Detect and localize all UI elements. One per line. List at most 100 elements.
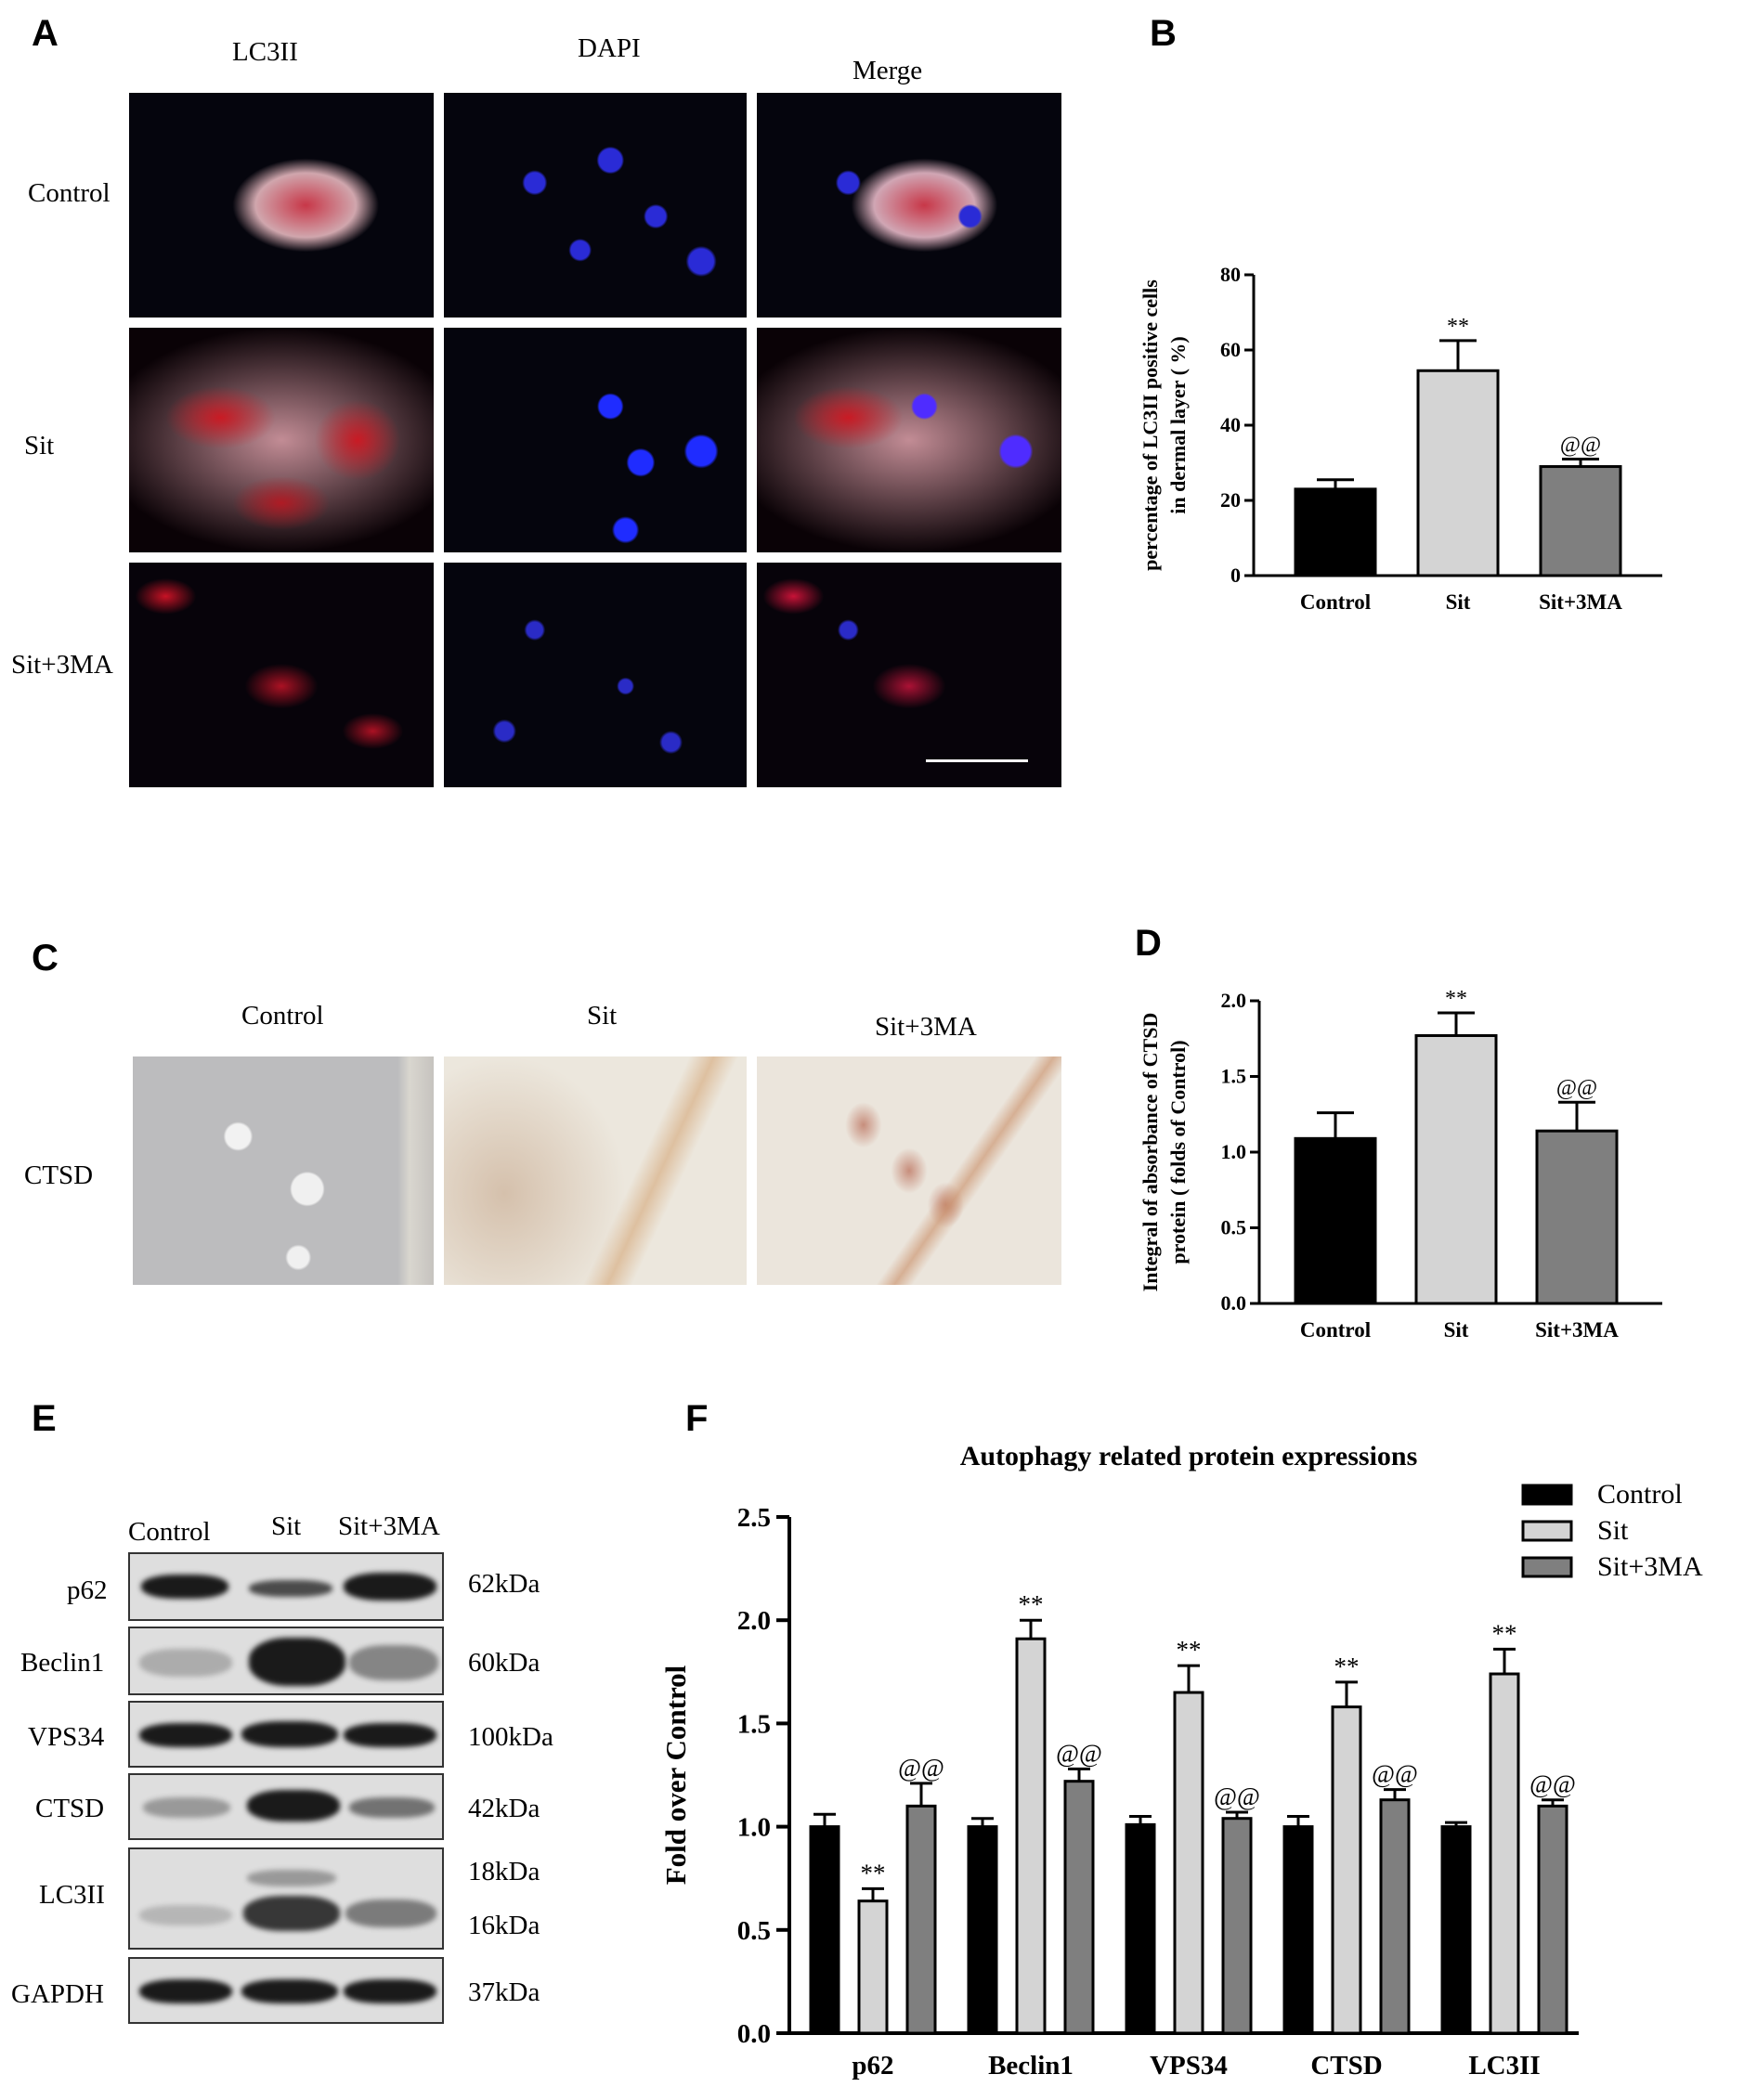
blot-label-beclin1: Beclin1 [20, 1648, 105, 1678]
panel-a-col-dapi: DAPI [578, 33, 641, 63]
chart-b: 0 20 40 60 80 Control ** Sit @@ Sit+3MA percentage… [1139, 263, 1662, 614]
significance-mark: @@ [1556, 1076, 1597, 1100]
significance-mark: ** [1334, 1653, 1360, 1680]
significance-mark: ** [1177, 1636, 1202, 1664]
chart-f: Autophagy related protein expressions 0.0… [659, 1441, 1703, 2081]
bar-control [1294, 487, 1377, 577]
ihc-image-sit [444, 1056, 747, 1285]
y-axis-label-line: Integral of absorbance of CTSD [1139, 1013, 1162, 1292]
fluorescence-image-sit-merge [757, 328, 1061, 552]
blot-label-p62: p62 [67, 1575, 108, 1605]
fluorescence-image-control-dapi [444, 93, 747, 318]
fluorescence-image-control-lc3ii [129, 93, 434, 318]
bar-control [1294, 1136, 1377, 1305]
blot-size-beclin1: 60kDa [468, 1648, 540, 1678]
bar-lc3ii-sit3ma [1537, 1804, 1568, 2035]
bar-lc3ii-sit [1489, 1672, 1520, 2035]
blot-gapdh [128, 1957, 444, 2024]
bar-p62-sit [857, 1899, 889, 2035]
y-tick-label: 1.5 [737, 1709, 771, 1739]
y-tick-label: 2.0 [1221, 989, 1247, 1012]
blot-size-ctsd: 42kDa [468, 1794, 540, 1823]
panel-d-letter: D [1135, 923, 1162, 964]
ihc-image-control [133, 1056, 434, 1285]
panel-a-col-merge: Merge [852, 56, 923, 85]
panel-c-row-ctsd: CTSD [24, 1160, 94, 1190]
fluorescence-image-sit-dapi [444, 328, 747, 552]
x-tick-label: Sit [1444, 1318, 1469, 1342]
blot-size-lc3ii-18: 18kDa [468, 1857, 540, 1886]
blot-lc3ii [128, 1847, 444, 1950]
x-tick-label: Sit+3MA [1539, 590, 1622, 614]
y-tick-label: 40 [1220, 413, 1241, 436]
x-tick-label: LC3II [1468, 2051, 1540, 2081]
fluorescence-image-sit3ma-lc3ii [129, 563, 434, 787]
legend-swatch-sit3ma [1521, 1556, 1573, 1578]
y-tick-label: 1.0 [737, 1813, 771, 1843]
y-tick-label: 60 [1220, 338, 1241, 361]
y-axis-label: Fold over Control [659, 1665, 692, 1885]
blot-label-ctsd: CTSD [35, 1794, 105, 1823]
panel-b-letter: B [1150, 13, 1177, 54]
y-tick-label: 20 [1220, 488, 1241, 512]
x-tick-label: p62 [852, 2051, 893, 2081]
y-tick-label: 1.5 [1221, 1065, 1247, 1088]
y-tick-label: 0.0 [1221, 1291, 1247, 1315]
scale-bar [926, 759, 1028, 762]
legend-swatch-control [1521, 1484, 1573, 1506]
blot-col-sit3ma: Sit+3MA [338, 1511, 440, 1541]
blot-label-vps34: VPS34 [28, 1722, 105, 1752]
blot-label-lc3ii: LC3II [39, 1880, 105, 1910]
x-tick-label: Control [1300, 590, 1371, 614]
chart-title: Autophagy related protein expressions [960, 1441, 1418, 1471]
legend-label-sit3ma: Sit+3MA [1597, 1551, 1703, 1582]
bar-vps34-control [1125, 1822, 1156, 2035]
blot-vps34 [128, 1701, 444, 1768]
bar-vps34-sit [1173, 1691, 1204, 2035]
x-tick-label: Control [1300, 1318, 1371, 1342]
chart-d: 0.0 0.5 1.0 1.5 2.0 Control ** Sit @@ Sit+3MA Inte… [1139, 987, 1662, 1342]
x-tick-label: Sit+3MA [1535, 1318, 1619, 1342]
bar-vps34-sit3ma [1221, 1817, 1253, 2035]
bar-sit3ma [1539, 465, 1622, 577]
y-tick-label: 0 [1230, 564, 1241, 587]
bar-p62-sit3ma [905, 1804, 937, 2035]
x-tick-label: VPS34 [1150, 2051, 1228, 2081]
significance-mark: ** [1019, 1590, 1044, 1618]
blot-size-lc3ii-16: 16kDa [468, 1911, 540, 1940]
bar-beclin1-control [967, 1825, 998, 2035]
bar-ctsd-sit [1331, 1705, 1362, 2035]
blot-beclin1 [128, 1627, 444, 1695]
y-axis-label-line: in dermal layer ( %) [1166, 336, 1190, 513]
panel-e-letter: E [32, 1398, 57, 1439]
panel-a-letter: A [32, 13, 59, 54]
panel-c-col-control: Control [241, 1001, 324, 1031]
significance-mark: @@ [1056, 1739, 1102, 1767]
significance-mark: @@ [1560, 433, 1601, 457]
fluorescence-image-sit-lc3ii [129, 328, 434, 552]
blot-size-p62: 62kDa [468, 1569, 540, 1599]
y-axis-label-line: percentage of LC3II positive cells [1139, 279, 1162, 571]
y-tick-label: 80 [1220, 263, 1241, 286]
y-tick-label: 1.0 [1221, 1140, 1247, 1163]
bar-ctsd-sit3ma [1379, 1798, 1411, 2035]
bar-sit [1416, 369, 1500, 577]
panel-a-col-lc3ii: LC3II [232, 37, 298, 67]
y-tick-label: 2.0 [737, 1606, 771, 1636]
bar-p62-control [809, 1825, 840, 2035]
legend-label-sit: Sit [1597, 1515, 1629, 1546]
significance-mark: @@ [1529, 1770, 1576, 1798]
significance-mark: @@ [1372, 1760, 1418, 1788]
y-tick-label: 0.5 [737, 1916, 771, 1946]
significance-mark: ** [1447, 315, 1469, 339]
blot-ctsd [128, 1773, 444, 1840]
panel-a-row-sit: Sit [24, 431, 55, 460]
panel-a-row-sit3ma: Sit+3MA [11, 650, 113, 680]
bar-lc3ii-control [1440, 1825, 1472, 2035]
significance-mark: ** [1492, 1619, 1517, 1647]
y-tick-label: 0.5 [1221, 1216, 1247, 1239]
panel-c-col-sit3ma: Sit+3MA [875, 1012, 977, 1042]
blot-label-gapdh: GAPDH [11, 1979, 104, 2009]
fluorescence-image-sit3ma-dapi [444, 563, 747, 787]
x-tick-label: Beclin1 [988, 2051, 1074, 2081]
